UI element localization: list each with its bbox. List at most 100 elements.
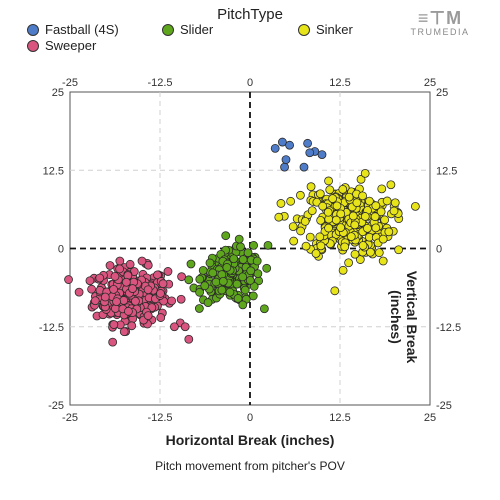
point-slider [233, 294, 243, 303]
point-sinker [301, 241, 311, 251]
point-sinker [377, 184, 387, 194]
point-sinker [346, 232, 356, 242]
point-sweeper [163, 267, 173, 276]
point-sweeper [143, 311, 153, 321]
point-sweeper [167, 296, 177, 306]
point-slider [249, 240, 259, 250]
chart-caption: Pitch movement from pitcher's POV [155, 459, 345, 473]
point-sinker [366, 247, 375, 257]
point-sinker [324, 223, 333, 233]
point-sinker [360, 168, 370, 178]
point-sweeper [180, 322, 190, 332]
point-sinker [315, 189, 325, 199]
point-slider [221, 231, 231, 241]
point-sweeper [119, 327, 129, 337]
point-sinker [376, 207, 386, 217]
point-sinker [360, 212, 370, 221]
point-slider [229, 254, 239, 264]
trumedia-logo-icon: ≡⊤M [417, 8, 463, 28]
point-sinker [365, 196, 374, 206]
point-sinker [316, 215, 326, 225]
y-tick-label-left: 12.5 [43, 165, 64, 177]
point-sinker [276, 199, 286, 208]
legend-dot-sinker [298, 23, 310, 36]
point-sinker [306, 182, 316, 192]
point-sweeper [131, 296, 140, 306]
point-sinker [358, 191, 367, 201]
legend-item-fastball[interactable]: Fastball (4S) [27, 22, 119, 37]
point-sweeper [124, 306, 133, 316]
point-fastball-4s [270, 143, 280, 153]
point-sinker [389, 206, 399, 216]
point-slider [263, 240, 273, 250]
legend-title: PitchType [217, 6, 283, 23]
point-sinker [300, 216, 310, 226]
legend-item-sweeper[interactable]: Sweeper [27, 38, 96, 53]
point-slider [238, 272, 248, 282]
point-sweeper [74, 287, 84, 297]
x-tick-label-top: 25 [424, 77, 436, 89]
trumedia-logo: ≡⊤M TRUMEDIA [400, 8, 480, 37]
point-sinker [288, 222, 298, 231]
legend-dot-sweeper [27, 39, 39, 52]
logo-text: TRUMEDIA [410, 27, 470, 37]
point-slider [208, 268, 218, 278]
point-sinker [332, 201, 342, 211]
point-fastball-4s [285, 140, 295, 150]
legend-item-sinker[interactable]: Sinker [298, 22, 353, 37]
point-slider [248, 291, 258, 301]
point-slider [225, 287, 235, 297]
x-tick-label-top: 12.5 [329, 77, 350, 89]
point-slider [211, 277, 221, 287]
point-slider [243, 248, 253, 258]
point-sweeper [158, 279, 168, 289]
point-sinker [295, 190, 305, 200]
point-sweeper [110, 272, 120, 281]
point-slider [195, 274, 205, 284]
point-sweeper [100, 292, 110, 302]
point-sinker [344, 258, 354, 268]
point-sweeper [176, 294, 186, 304]
point-slider [238, 255, 248, 264]
x-tick-label-bottom: 12.5 [329, 412, 350, 424]
point-sinker [289, 236, 299, 246]
point-slider [194, 304, 204, 313]
point-sweeper [184, 334, 194, 344]
legend-label-sweeper: Sweeper [45, 38, 97, 53]
point-sinker [296, 226, 306, 236]
legend-item-slider[interactable]: Slider [162, 22, 213, 37]
point-slider [217, 285, 227, 295]
point-sinker [371, 201, 381, 211]
point-fastball-4s [277, 137, 287, 147]
point-sinker [315, 232, 325, 242]
point-sweeper [127, 321, 137, 331]
point-sinker [358, 241, 368, 250]
legend-label-fastball: Fastball (4S) [45, 22, 119, 37]
point-slider [195, 287, 205, 297]
point-sinker [390, 198, 400, 208]
legend-label-slider: Slider [180, 22, 214, 37]
point-sweeper [64, 275, 73, 284]
point-sweeper [87, 284, 96, 294]
point-sweeper [108, 337, 118, 347]
point-sinker [378, 234, 388, 244]
point-sinker [340, 242, 350, 252]
point-slider [262, 263, 272, 273]
point-sinker [350, 220, 360, 230]
point-sweeper [105, 261, 115, 270]
point-sinker [338, 265, 348, 275]
point-sinker [410, 201, 420, 211]
point-slider [236, 242, 245, 252]
point-sweeper [112, 297, 121, 306]
point-sinker [336, 209, 346, 219]
point-sinker [378, 256, 388, 266]
point-sweeper [115, 256, 125, 266]
point-slider [234, 234, 244, 244]
point-sinker [382, 196, 392, 206]
point-sweeper [156, 313, 166, 322]
point-sweeper [90, 296, 100, 306]
point-slider [198, 266, 208, 275]
point-sinker [371, 223, 381, 233]
x-tick-label-top: -12.5 [147, 77, 172, 89]
